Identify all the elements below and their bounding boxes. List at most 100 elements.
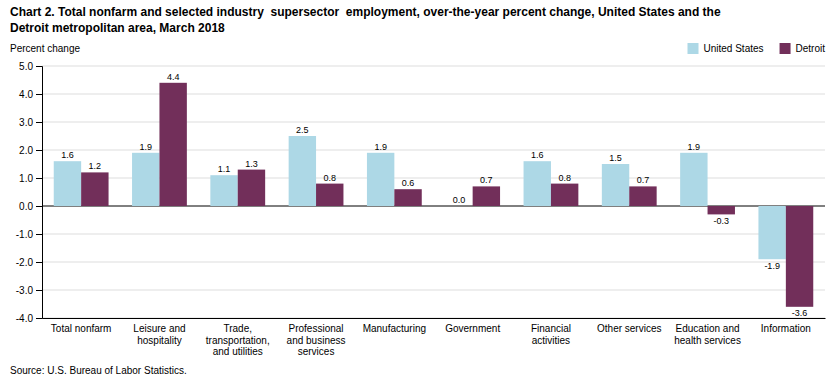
data-label: 0.6	[402, 178, 415, 188]
tick-label-line: Other services	[597, 323, 661, 334]
chart: Chart 2. Total nonfarm and selected indu…	[0, 0, 839, 380]
tick-label: Government	[445, 323, 500, 334]
tick: 4.0	[19, 89, 42, 100]
tick-label: 3.0	[19, 117, 33, 128]
grid-line	[42, 234, 825, 235]
tick-label: 0.0	[19, 201, 33, 212]
tick-label-line: Government	[445, 323, 500, 334]
legend-label: United States	[704, 43, 764, 54]
bar	[473, 186, 500, 206]
data-label: -1.9	[764, 261, 780, 271]
bar	[132, 153, 159, 206]
title-line: Chart 2. Total nonfarm and selected indu…	[10, 5, 721, 19]
tick: Trade,transportation,and utilities	[206, 323, 270, 357]
tick-label: Trade,transportation,and utilities	[206, 323, 270, 357]
data-label: 1.1	[218, 164, 231, 174]
tick-label-line: Manufacturing	[363, 323, 426, 334]
tick-label-line: health services	[674, 335, 741, 346]
tick-label: Other services	[597, 323, 661, 334]
bar	[445, 206, 472, 207]
data-label: 0.8	[558, 173, 571, 183]
tick-label-line: Leisure and	[133, 323, 185, 334]
source: Source: U.S. Bureau of Labor Statistics.	[10, 365, 187, 376]
tick-label: -2.0	[16, 257, 34, 268]
tick: Manufacturing	[363, 323, 426, 334]
legend-item: United States	[688, 43, 764, 54]
title-line: Detroit metropolitan area, March 2018	[10, 21, 225, 35]
tick-mark	[36, 206, 42, 207]
tick-label: 1.0	[19, 173, 33, 184]
bar	[551, 184, 578, 206]
tick-label-line: activities	[532, 335, 570, 346]
tick-mark	[36, 66, 42, 67]
y-axis: -4.0-3.0-2.0-1.00.01.02.03.04.05.0	[16, 61, 43, 324]
axis-line	[43, 318, 826, 319]
data-label: 0.7	[637, 175, 650, 185]
tick-label: Professionaland businessservices	[287, 323, 346, 357]
legend: United StatesDetroit	[688, 43, 826, 54]
y-axis-title: Percent change	[10, 43, 80, 54]
tick-label-line: Professional	[289, 323, 344, 334]
tick-label-line: Education and	[676, 323, 740, 334]
tick-mark	[36, 234, 42, 235]
data-label: 0.8	[323, 173, 336, 183]
grid-line	[42, 262, 825, 263]
tick-label: Manufacturing	[363, 323, 426, 334]
bar	[629, 186, 656, 206]
tick: Leisure andhospitality	[133, 323, 185, 346]
grid	[42, 66, 825, 318]
tick-label-line: and business	[287, 335, 346, 346]
axis-line	[36, 67, 43, 319]
bar	[289, 136, 316, 206]
tick-mark	[36, 290, 42, 291]
tick: Total nonfarm	[51, 323, 112, 334]
tick-mark	[36, 262, 42, 263]
bar	[394, 189, 421, 206]
legend-swatch	[688, 43, 699, 54]
bar	[316, 184, 343, 206]
tick: -1.0	[16, 229, 42, 240]
tick: 3.0	[19, 117, 42, 128]
tick-label-line: services	[298, 346, 335, 357]
tick-mark	[36, 150, 42, 151]
tick-label: 2.0	[19, 145, 33, 156]
tick-label: Total nonfarm	[51, 323, 112, 334]
bar	[367, 153, 394, 206]
data-label: 1.3	[245, 159, 258, 169]
data-label: 1.2	[89, 161, 102, 171]
bars	[54, 83, 814, 307]
data-label: 1.9	[139, 142, 152, 152]
tick-mark	[36, 94, 42, 95]
x-axis: Total nonfarm Leisure andhospitality Trade…	[43, 319, 826, 358]
tick-label: Education andhealth services	[674, 323, 741, 346]
tick: Information	[761, 323, 811, 334]
tick-label: Leisure andhospitality	[133, 323, 185, 346]
tick: 1.0	[19, 173, 42, 184]
plot: -4.0-3.0-2.0-1.00.01.02.03.04.05.0Total …	[16, 61, 826, 357]
tick: -2.0	[16, 257, 42, 268]
tick-label-line: Information	[761, 323, 811, 334]
data-label: 0.7	[480, 175, 493, 185]
data-label: 0.0	[453, 195, 466, 205]
tick-label: -3.0	[16, 285, 34, 296]
title: Chart 2. Total nonfarm and selected indu…	[10, 5, 721, 35]
tick-label-line: Trade,	[223, 323, 252, 334]
bar	[159, 83, 186, 206]
data-label: 1.6	[531, 150, 544, 160]
bar	[602, 164, 629, 206]
bar	[238, 170, 265, 206]
tick: Financialactivities	[531, 323, 571, 346]
tick-mark	[36, 178, 42, 179]
grid-line	[42, 318, 825, 319]
data-label: -0.3	[713, 216, 729, 226]
tick-label-line: Financial	[531, 323, 571, 334]
tick: Government	[445, 323, 500, 334]
data-label: 1.9	[374, 142, 387, 152]
tick: Other services	[597, 323, 661, 334]
grid-line	[42, 290, 825, 291]
tick-label: -1.0	[16, 229, 34, 240]
bar	[210, 175, 237, 206]
legend-swatch	[780, 43, 791, 54]
tick-label: -4.0	[16, 313, 34, 324]
data-label: 4.4	[167, 72, 180, 82]
